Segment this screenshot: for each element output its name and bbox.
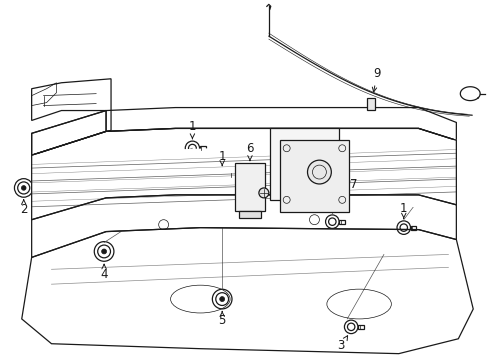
Bar	[229, 173, 236, 177]
Polygon shape	[280, 140, 349, 212]
Text: 4: 4	[100, 264, 108, 281]
Text: 1: 1	[189, 120, 196, 139]
Text: 1: 1	[400, 202, 408, 218]
Text: 3: 3	[338, 336, 347, 352]
Bar	[411, 225, 416, 230]
Circle shape	[101, 249, 106, 254]
Bar	[199, 146, 206, 150]
Circle shape	[220, 297, 224, 302]
Polygon shape	[270, 129, 339, 200]
Bar	[239, 211, 261, 218]
Text: 5: 5	[219, 311, 226, 327]
Circle shape	[308, 160, 331, 184]
Bar	[235, 163, 265, 211]
Text: 7: 7	[345, 179, 358, 192]
Text: 1: 1	[329, 196, 336, 212]
Text: 8: 8	[254, 168, 263, 185]
Text: 2: 2	[20, 200, 27, 216]
Circle shape	[22, 186, 26, 190]
Bar	[367, 98, 375, 109]
Circle shape	[259, 188, 269, 198]
Polygon shape	[32, 140, 456, 220]
Bar	[339, 220, 345, 224]
Bar	[358, 325, 364, 329]
Text: 1: 1	[219, 150, 226, 166]
Text: 9: 9	[372, 67, 381, 92]
Text: 6: 6	[246, 142, 254, 161]
